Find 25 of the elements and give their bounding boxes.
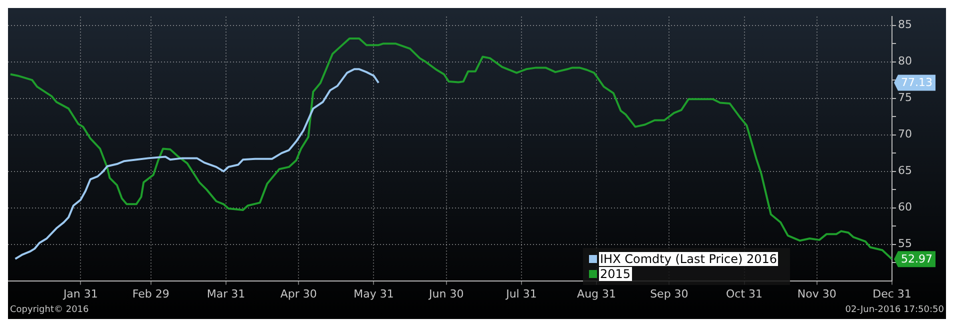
text: 77.13 [901,76,932,90]
x-tick-label: Jul 31 [505,287,537,300]
x-tick-label: Oct 31 [726,287,763,300]
x-tick-label: Sep 30 [650,287,688,300]
x-tick-label: May 31 [354,287,394,300]
text: 02-Jun-2016 17:50:50 [845,305,944,317]
text: Copyright© 2016 [10,305,89,317]
y-tick-label: 85 [898,18,912,32]
x-tick-label: Nov 30 [797,287,836,300]
data-label: 52.97 [901,252,932,266]
y-tick-label: 80 [898,54,912,68]
y-tick-label: 65 [898,164,912,178]
x-tick-label: Jan 31 [62,287,98,300]
x-tick-label: Mar 31 [206,287,246,300]
y-tick-label: 70 [898,128,912,141]
legend-label: IHX Comdty (Last Price) 2016 [599,252,778,266]
x-tick-label: Jun 30 [428,287,464,300]
x-tick-label: Feb 29 [132,287,170,300]
x-tick-label: Aug 31 [577,287,616,300]
x-tick-label: Apr 30 [280,287,317,300]
y-tick-label: 60 [898,200,912,214]
y-tick-label: 55 [898,237,912,250]
y-tick-label: 75 [898,91,912,104]
x-tick-label: Dec 31 [872,287,912,300]
legend-label: 2015 [599,266,632,280]
